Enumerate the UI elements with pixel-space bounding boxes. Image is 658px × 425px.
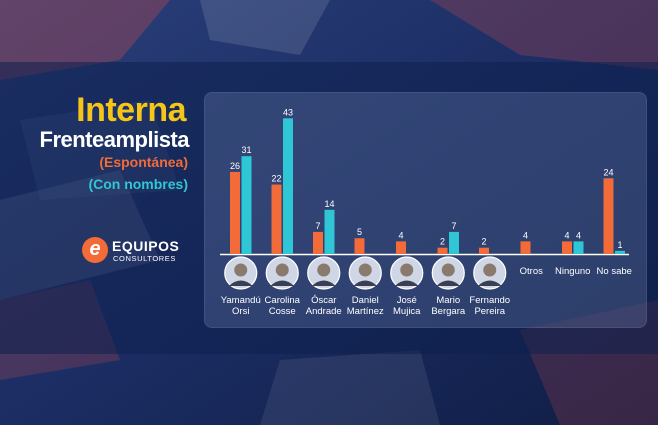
data-label: 26 [230, 161, 240, 171]
data-label: 5 [357, 227, 362, 237]
bar-espontanea-6 [479, 247, 489, 254]
subtitle-espontanea: (Espontánea) [99, 154, 188, 170]
data-label: 43 [283, 107, 293, 117]
data-label: 1 [617, 240, 622, 250]
category-label: Cosse [269, 306, 296, 317]
header-band [0, 62, 658, 354]
bar-espontanea-2 [313, 231, 323, 254]
data-label: 31 [241, 145, 251, 155]
category-label: Mario [436, 295, 460, 306]
bar-con-nombres-5 [449, 231, 459, 254]
bar-con-nombres-1 [283, 118, 293, 254]
candidate-photo-icon [224, 256, 258, 290]
equipos-consultores-logo: e EQUIPOS CONSULTORES [82, 235, 192, 267]
data-label: 4 [564, 230, 569, 240]
data-label: 4 [523, 230, 528, 240]
category-label: Bergara [431, 306, 466, 317]
category-label: Yamandú [221, 295, 261, 306]
data-label: 2 [481, 237, 486, 247]
subtitle-con-nombres: (Con nombres) [88, 176, 188, 192]
page-title: Interna [76, 91, 186, 129]
bar-espontanea-0 [230, 171, 240, 254]
candidate-photo-icon [307, 256, 341, 290]
category-label: Andrade [306, 306, 342, 317]
category-label: Ninguno [555, 266, 590, 277]
data-label: 24 [603, 167, 613, 177]
logo-mark-icon: e [82, 237, 108, 263]
logo-name: EQUIPOS [112, 238, 180, 254]
candidate-photo-icon [265, 256, 299, 290]
data-label: 7 [315, 221, 320, 231]
data-label: 7 [451, 221, 456, 231]
category-label: Daniel [352, 295, 379, 306]
data-label: 4 [398, 230, 403, 240]
bar-espontanea-4 [396, 241, 406, 254]
category-label: Orsi [232, 306, 249, 317]
bar-espontanea-9 [603, 178, 614, 254]
data-label: 22 [271, 174, 281, 184]
category-label: Pereira [474, 306, 505, 317]
category-label: Óscar [311, 295, 336, 306]
category-label: Mujica [393, 306, 421, 317]
category-label: Otros [520, 266, 543, 277]
data-label: 2 [440, 237, 445, 247]
logo-subtitle: CONSULTORES [113, 254, 177, 263]
bar-espontanea-8 [562, 241, 572, 254]
bar-con-nombres-8 [573, 241, 584, 254]
bar-con-nombres-2 [324, 209, 335, 254]
candidate-photo-icon [348, 256, 382, 290]
candidate-photo-icon [473, 256, 507, 290]
bar-espontanea-5 [437, 247, 448, 254]
bar-chart: 2631YamandúOrsi2243CarolinaCosse714Óscar… [220, 107, 632, 317]
bar-con-nombres-9 [615, 250, 625, 254]
category-label: Fernando [469, 295, 510, 306]
category-label: José [397, 295, 417, 306]
bar-espontanea-1 [271, 184, 282, 254]
category-label: Martínez [347, 306, 384, 317]
candidate-photo-icon [431, 256, 465, 290]
bar-espontanea-7 [520, 241, 531, 254]
bar-con-nombres-0 [241, 156, 252, 254]
bar-espontanea-3 [354, 238, 365, 254]
page-title-line2: Frenteamplista [39, 127, 190, 152]
candidate-photo-icon [390, 256, 424, 290]
category-label: Carolina [265, 295, 301, 306]
category-label: No sabe [597, 266, 632, 277]
data-label: 14 [324, 199, 334, 209]
data-label: 4 [576, 230, 581, 240]
